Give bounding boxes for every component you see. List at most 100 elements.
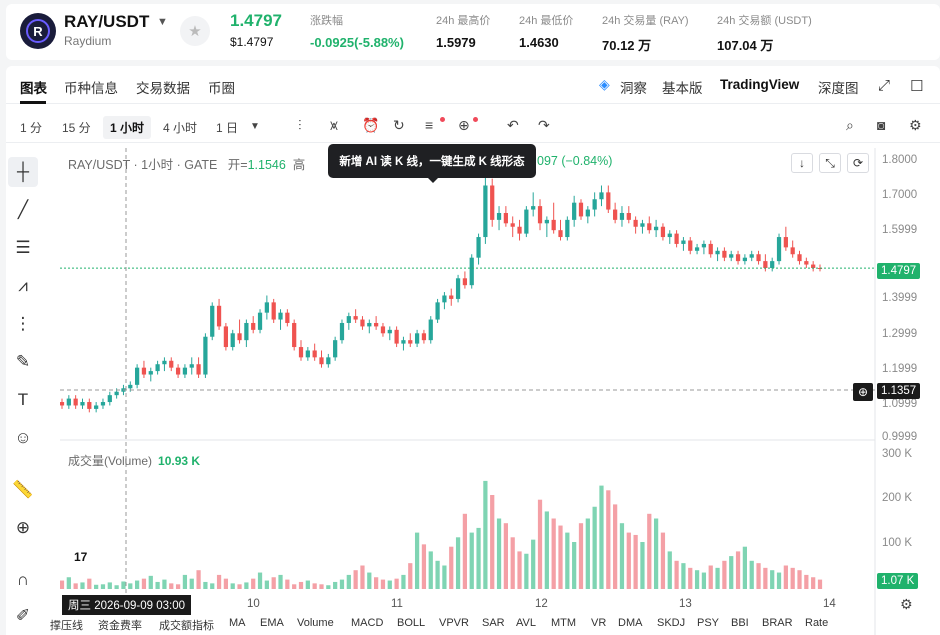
candle-body: [298, 347, 304, 358]
indicator-macd[interactable]: MACD: [351, 617, 384, 629]
candle-body: [735, 254, 741, 262]
ruler-icon[interactable]: 📏: [12, 480, 34, 499]
brush-icon[interactable]: ✎: [15, 352, 31, 371]
indicator-psy[interactable]: PSY: [697, 617, 720, 629]
insight-icon[interactable]: ◈: [599, 76, 610, 92]
indicator-dma[interactable]: DMA: [618, 617, 643, 629]
y-tick: 1.5999: [882, 224, 918, 236]
candle-body: [599, 192, 604, 200]
redo-icon[interactable]: ↷: [538, 117, 550, 133]
indicator-avl[interactable]: AVL: [516, 617, 536, 629]
magnet-icon[interactable]: ∩: [16, 570, 30, 589]
replay-icon[interactable]: ↻: [393, 117, 405, 133]
gear-icon[interactable]: ⚙: [909, 117, 922, 133]
indicator-brar[interactable]: BRAR: [762, 617, 793, 629]
tab-depth[interactable]: 深度图: [818, 81, 859, 96]
indicator-boll[interactable]: BOLL: [397, 617, 426, 629]
candle-body: [770, 261, 775, 268]
candle-body: [374, 322, 379, 327]
candle-body: [633, 219, 638, 227]
volume-bar: [264, 580, 269, 589]
tab-community[interactable]: 币圈: [208, 81, 235, 96]
pattern-icon[interactable]: ⩘: [18, 276, 28, 295]
volume-bar: [216, 574, 222, 589]
tab-coin-info[interactable]: 币种信息: [64, 81, 118, 96]
tab-trade-data[interactable]: 交易数据: [136, 81, 190, 96]
indicator-vr[interactable]: VR: [591, 617, 607, 629]
arrow-down-icon[interactable]: ↓: [791, 153, 813, 173]
candle-body: [565, 219, 570, 238]
indicator-turnover[interactable]: 成交额指标: [159, 620, 214, 632]
fibonacci-icon[interactable]: ⋮: [14, 314, 32, 333]
crosshair-icon[interactable]: ┼: [8, 157, 38, 187]
indicator-ma[interactable]: MA: [229, 617, 246, 629]
tab-tradingview[interactable]: TradingView: [720, 77, 800, 92]
indicator-sar[interactable]: SAR: [482, 617, 505, 629]
expand-icon[interactable]: ⤢: [878, 77, 891, 94]
trendline-icon[interactable]: ╱: [17, 200, 29, 219]
indicator-volume[interactable]: Volume: [297, 617, 334, 629]
indicator-bbi[interactable]: BBI: [731, 617, 749, 629]
indicator-skdj[interactable]: SKDJ: [657, 617, 686, 629]
stat-low: 24h 最低价 1.4630: [519, 15, 574, 50]
tf-1h[interactable]: 1 小时: [103, 116, 152, 139]
text-icon[interactable]: T: [17, 390, 29, 409]
volume-bar: [162, 579, 167, 589]
y-tick: 1.2999: [882, 328, 918, 340]
tf-1d[interactable]: 1 日: [216, 121, 239, 135]
timeframe-dropdown-icon[interactable]: ▼: [250, 121, 260, 132]
volume-bar: [619, 523, 625, 589]
tab-basic[interactable]: 基本版: [662, 81, 703, 96]
alert-icon[interactable]: ⏰: [362, 117, 380, 133]
volume-bar: [749, 560, 754, 589]
refresh-icon[interactable]: ⟳: [847, 153, 869, 173]
ai-pattern-icon[interactable]: ≡: [425, 117, 434, 133]
pencil-icon[interactable]: ✐: [15, 606, 31, 625]
volume-bar: [312, 583, 317, 589]
tf-15m[interactable]: 15 分: [62, 121, 91, 135]
chevron-down-icon[interactable]: ▼: [157, 16, 168, 28]
tf-1m[interactable]: 1 分: [20, 121, 43, 135]
volume-bar: [729, 556, 734, 589]
volume-bar: [483, 480, 488, 589]
pair-title[interactable]: RAY/USDT: [64, 12, 150, 31]
candle-body: [319, 357, 324, 365]
volume-bar: [667, 551, 672, 589]
horizontal-lines-icon[interactable]: ☰: [15, 238, 31, 257]
star-icon[interactable]: ★: [180, 16, 210, 46]
volume-bar: [708, 565, 713, 589]
candle-body: [87, 402, 92, 409]
collapse-icon[interactable]: ⤡: [819, 153, 841, 173]
window-icon[interactable]: ☐: [910, 78, 924, 95]
indicator-rate[interactable]: Rate: [805, 617, 829, 629]
emoji-icon[interactable]: ☺: [14, 428, 32, 447]
ai-tooltip[interactable]: 新增 AI 读 K 线，一键生成 K 线形态: [328, 144, 536, 183]
indicators-icon[interactable]: ⩙: [330, 117, 338, 133]
tf-4h[interactable]: 4 小时: [163, 121, 198, 135]
volume-bar: [60, 580, 65, 589]
project-name: Raydium: [64, 34, 112, 48]
zoom-in-icon[interactable]: ⊕: [15, 518, 31, 537]
candle-type-icon[interactable]: ⫶: [298, 117, 302, 133]
volume-bar: [537, 499, 543, 589]
indicator-vpvr[interactable]: VPVR: [439, 617, 469, 629]
tab-insight[interactable]: 洞察: [620, 81, 647, 96]
candlestick-chart[interactable]: [60, 148, 940, 635]
search-icon[interactable]: ⌕: [846, 117, 854, 133]
volume-bar: [319, 584, 324, 589]
volume-bar: [510, 537, 515, 589]
candle-body: [346, 316, 351, 323]
indicator-support[interactable]: 撑压线: [50, 620, 83, 632]
camera-icon[interactable]: ◙: [877, 117, 886, 133]
legend-change: 097 (−0.84%): [537, 154, 613, 168]
tab-chart[interactable]: 图表: [20, 81, 47, 96]
volume-bar: [353, 570, 358, 589]
indicator-funding[interactable]: 资金费率: [98, 620, 142, 632]
undo-icon[interactable]: ↶: [507, 117, 519, 133]
candle-body: [517, 226, 522, 234]
indicator-mtm[interactable]: MTM: [551, 617, 577, 629]
indicator-ema[interactable]: EMA: [260, 617, 284, 629]
add-order-icon[interactable]: ⊕: [853, 383, 873, 401]
add-icon[interactable]: ⊕: [458, 117, 470, 133]
settings-icon[interactable]: ⚙: [900, 596, 913, 612]
